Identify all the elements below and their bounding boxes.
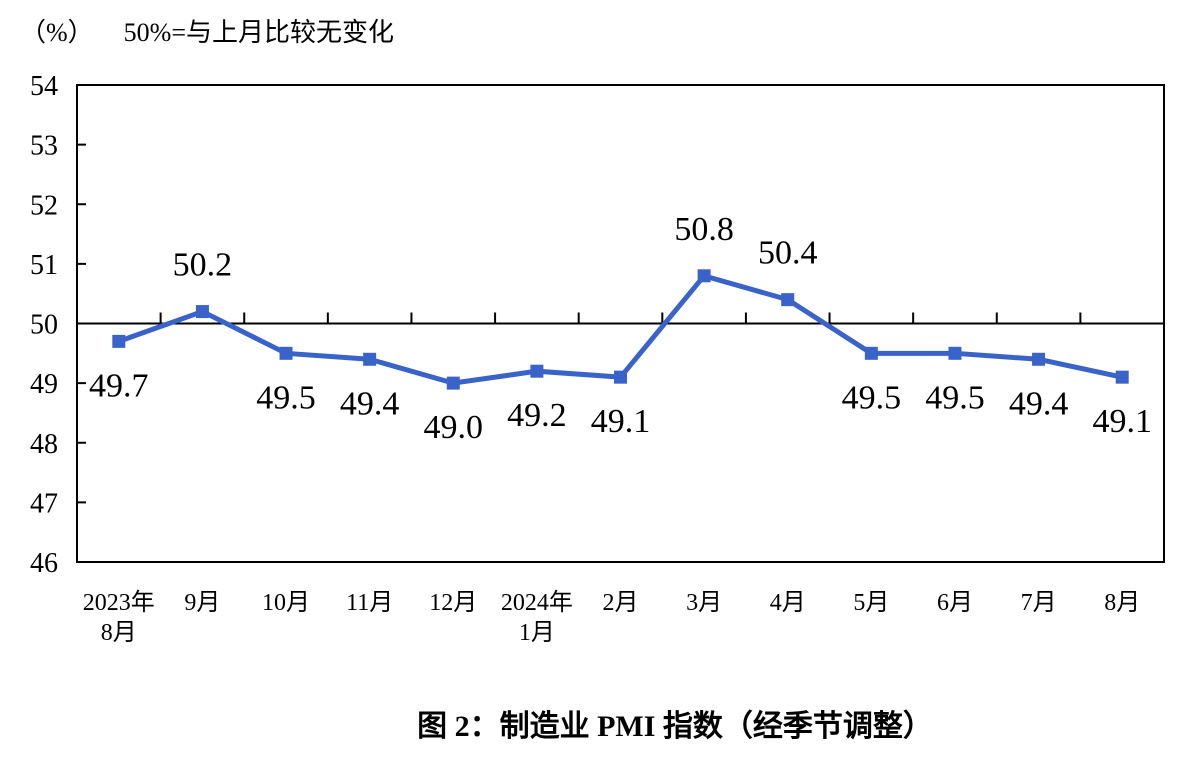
data-point-marker (530, 364, 544, 378)
data-point-marker (614, 370, 627, 384)
data-label: 49.7 (89, 367, 149, 404)
baseline-note: 50%=与上月比较无变化 (123, 18, 394, 47)
data-point-marker (279, 346, 293, 360)
data-label: 49.2 (507, 397, 567, 434)
pmi-series-line (117, 272, 1123, 386)
x-axis-label: 2023年 (83, 589, 155, 616)
x-axis-label: 1月 (519, 620, 555, 646)
data-point-marker (1032, 352, 1046, 366)
y-axis-label: 46 (30, 548, 58, 579)
data-label: 49.0 (424, 409, 484, 446)
data-label: 49.4 (1009, 385, 1069, 422)
data-label: 50.4 (758, 235, 818, 272)
data-label: 49.1 (591, 403, 651, 440)
data-point-marker (781, 293, 795, 307)
chart-header: （%） 50%=与上月比较无变化 (20, 12, 394, 49)
data-point-marker (948, 346, 962, 360)
data-label: 49.1 (1092, 403, 1152, 440)
data-label: 49.5 (256, 379, 316, 416)
x-axis-label: 8月 (101, 620, 137, 646)
x-axis-label: 10月 (262, 590, 310, 616)
data-point-marker (195, 305, 209, 319)
data-point-marker (363, 352, 377, 366)
data-point-marker (697, 269, 711, 283)
x-axis-label: 3月 (686, 590, 722, 616)
pmi-line-chart: 46 47 48 49 50 51 52 53 54 2023年 8月 9月 10月 11月 12月 2024… (30, 71, 1165, 646)
data-label: 49.5 (925, 379, 985, 416)
y-axis-label: 51 (30, 250, 58, 281)
data-label: 50.8 (674, 211, 734, 248)
data-point-marker (864, 346, 878, 360)
y-axis-label: 53 (30, 131, 58, 162)
x-axis-label: 7月 (1021, 590, 1057, 616)
y-axis-label: 52 (30, 190, 58, 221)
data-label: 49.5 (842, 379, 902, 416)
figure-caption: 图 2：制造业 PMI 指数（经季节调整） (417, 710, 933, 743)
y-axis-label: 50 (30, 310, 58, 341)
y-axis-label: 47 (30, 488, 58, 519)
x-axis-label: 6月 (937, 590, 973, 616)
data-point-marker (112, 334, 126, 348)
x-axis-label: 4月 (770, 590, 806, 616)
data-point-marker (1115, 370, 1129, 384)
x-axis-label: 11月 (346, 590, 393, 616)
x-axis-label: 2024年 (501, 589, 573, 616)
y-axis-unit-label: （%） (20, 18, 94, 47)
x-axis-label: 8月 (1104, 590, 1140, 616)
y-axis-label: 49 (30, 369, 58, 400)
data-label: 50.2 (173, 247, 233, 284)
x-axis-label: 5月 (853, 590, 889, 616)
x-axis-label: 12月 (429, 590, 477, 616)
x-axis-label: 9月 (184, 590, 220, 616)
y-axis-label: 48 (30, 429, 58, 460)
data-point-marker (446, 376, 460, 390)
data-label: 49.4 (340, 385, 400, 422)
y-axis-label: 54 (30, 71, 58, 102)
x-axis-label: 2月 (603, 590, 639, 616)
